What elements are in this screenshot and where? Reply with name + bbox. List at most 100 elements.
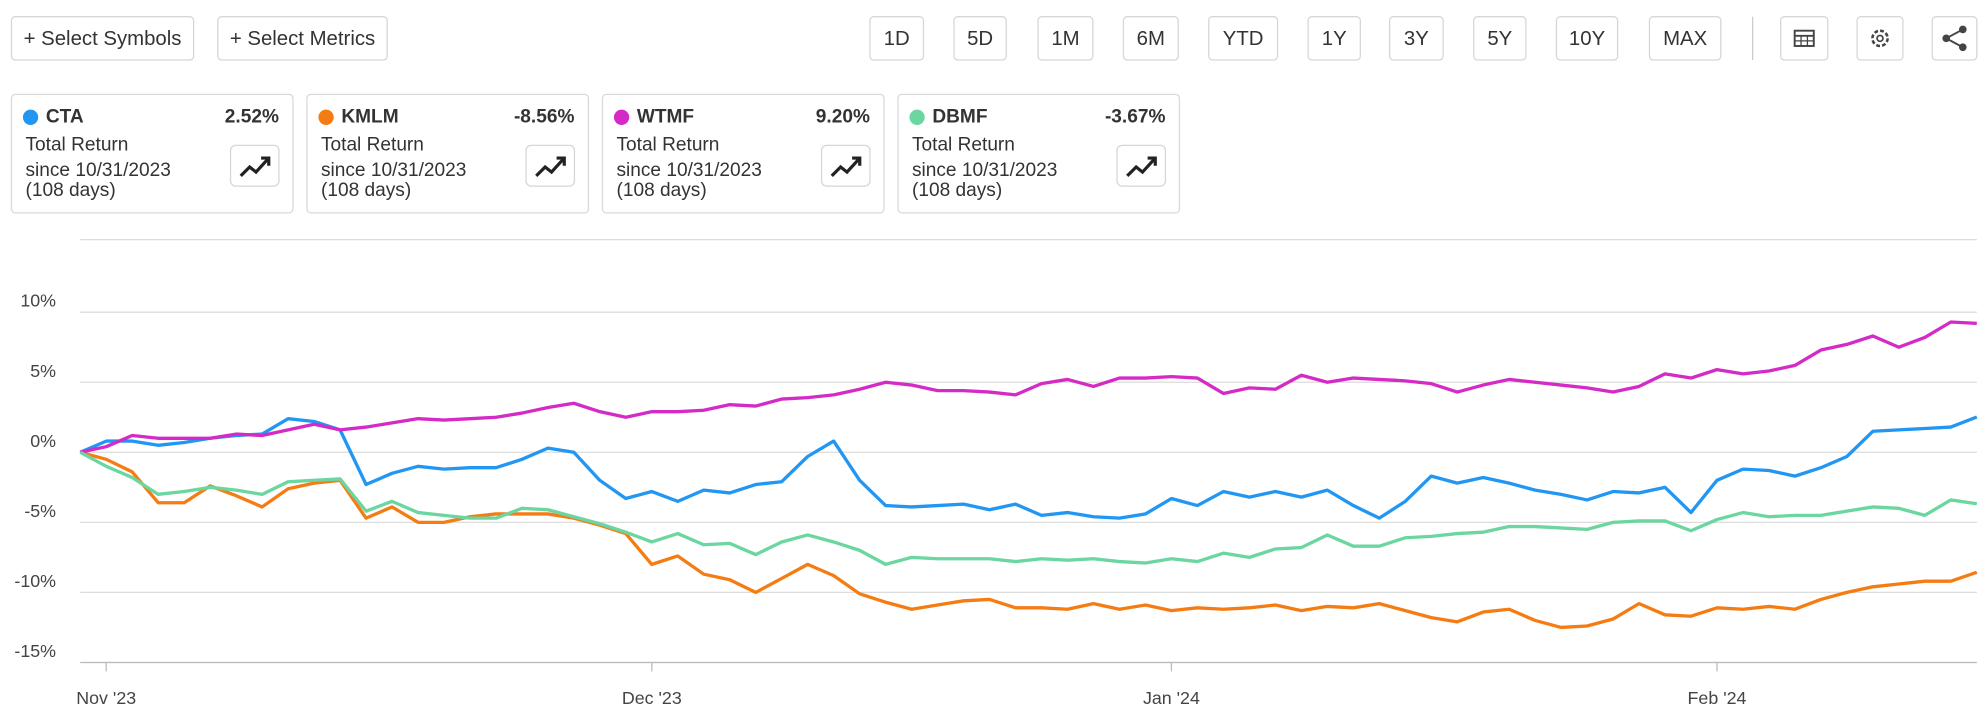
trend-icon — [261, 156, 271, 166]
symbol-card[interactable]: WTMF 9.20% Total Return since 10/31/2023(10… — [601, 93, 885, 214]
series-line — [79, 320, 1977, 454]
card-days: (108 days) — [912, 180, 1002, 201]
legend-dot — [909, 109, 925, 125]
button-label: 5Y — [1487, 28, 1512, 50]
button-frame — [1931, 16, 1978, 61]
card-metric: Total Return — [321, 134, 424, 155]
period-button[interactable]: YTD — [1208, 16, 1279, 61]
card-value: 2.52% — [225, 106, 279, 127]
trend-icon — [535, 156, 566, 178]
card-days: (108 days) — [25, 180, 115, 201]
card-frame — [601, 93, 885, 214]
button-label: MAX — [1663, 28, 1708, 50]
share-icon — [1958, 43, 1967, 52]
button-frame — [1648, 16, 1722, 61]
legend-name: WTMF — [637, 106, 694, 127]
period-button[interactable]: 1D — [869, 16, 925, 61]
card-metric: Total Return — [616, 134, 719, 155]
card-value: -8.56% — [514, 106, 575, 127]
button-label: 1Y — [1322, 28, 1347, 50]
share-button[interactable] — [1931, 16, 1978, 61]
gear-icon — [1876, 34, 1884, 43]
card-frame — [306, 93, 590, 214]
settings-button[interactable] — [1856, 16, 1904, 61]
gear-icon — [1871, 29, 1889, 48]
trend-button[interactable] — [820, 144, 871, 187]
button-frame — [217, 16, 388, 61]
button-frame — [1307, 16, 1361, 61]
x-tick-label: Dec '23 — [622, 688, 682, 708]
button-frame — [869, 16, 925, 61]
card-since: since 10/31/2023 — [616, 160, 761, 181]
card-since: since 10/31/2023 — [321, 160, 466, 181]
trend-icon — [1147, 156, 1157, 166]
trend-icon — [830, 156, 861, 178]
card-frame — [10, 93, 294, 214]
button-frame — [953, 16, 1007, 61]
button-label: 3Y — [1404, 28, 1429, 50]
x-tick-label: Nov '23 — [76, 688, 136, 708]
symbol-card[interactable]: CTA 2.52% Total Return since 10/31/2023(108… — [10, 93, 294, 214]
share-icon — [1958, 25, 1967, 34]
card-metric: Total Return — [25, 134, 128, 155]
period-button[interactable]: 5Y — [1473, 16, 1527, 61]
button-label: 10Y — [1569, 28, 1606, 50]
series-line — [79, 450, 1978, 567]
card-value: 9.20% — [816, 106, 870, 127]
series-line — [79, 450, 1978, 630]
period-button[interactable]: 5D — [953, 16, 1007, 61]
y-tick-label: -10% — [14, 571, 56, 591]
legend-name: CTA — [46, 106, 84, 127]
trend-icon — [556, 156, 566, 166]
table-button[interactable] — [1780, 16, 1829, 61]
period-button[interactable]: MAX — [1648, 16, 1722, 61]
button-label: + Select Symbols — [24, 28, 182, 50]
trend-button[interactable] — [229, 144, 280, 187]
button-frame — [1122, 16, 1179, 61]
card-frame — [897, 93, 1181, 214]
button-label: 1D — [884, 28, 910, 50]
symbol-card[interactable]: DBMF -3.67% Total Return since 10/31/2023(1… — [897, 93, 1181, 214]
trend-button[interactable] — [1116, 144, 1167, 187]
y-tick-label: 0% — [30, 431, 56, 451]
select-symbols-button[interactable]: + Select Symbols — [10, 16, 195, 61]
button-frame — [1856, 16, 1904, 61]
card-metric: Total Return — [912, 134, 1015, 155]
card-days: (108 days) — [616, 180, 706, 201]
button-frame — [1037, 16, 1094, 61]
card-since: since 10/31/2023 — [25, 160, 170, 181]
legend-dot — [613, 109, 630, 125]
period-button[interactable]: 6M — [1122, 16, 1179, 61]
period-button[interactable]: 3Y — [1388, 16, 1444, 61]
button-label: 5D — [967, 28, 993, 50]
button-frame — [1555, 16, 1619, 61]
legend-dot — [318, 109, 334, 125]
button-label: 6M — [1137, 28, 1165, 50]
card-since: since 10/31/2023 — [912, 160, 1057, 181]
period-button[interactable]: 10Y — [1555, 16, 1619, 61]
legend-dot — [22, 109, 39, 125]
legend-name: KMLM — [341, 106, 398, 127]
button-frame — [1780, 16, 1829, 61]
legend-name: DBMF — [932, 106, 987, 127]
button-label: YTD — [1223, 28, 1264, 50]
table-icon — [1793, 29, 1815, 47]
symbol-card[interactable]: KMLM -8.56% Total Return since 10/31/2023(1… — [306, 93, 590, 214]
trend-button[interactable] — [525, 144, 576, 187]
trend-icon — [239, 156, 270, 178]
period-button[interactable]: 1M — [1037, 16, 1094, 61]
select-metrics-button[interactable]: + Select Metrics — [217, 16, 388, 61]
period-button[interactable]: 1Y — [1307, 16, 1361, 61]
card-value: -3.67% — [1105, 106, 1166, 127]
share-icon — [1942, 34, 1951, 43]
button-frame — [1473, 16, 1527, 61]
button-frame — [1388, 16, 1444, 61]
trend-icon — [1126, 156, 1157, 178]
button-label: + Select Metrics — [230, 28, 375, 50]
button-frame — [10, 16, 195, 61]
y-tick-label: -15% — [14, 641, 56, 661]
card-days: (108 days) — [321, 180, 411, 201]
x-tick-label: Jan '24 — [1143, 688, 1200, 708]
